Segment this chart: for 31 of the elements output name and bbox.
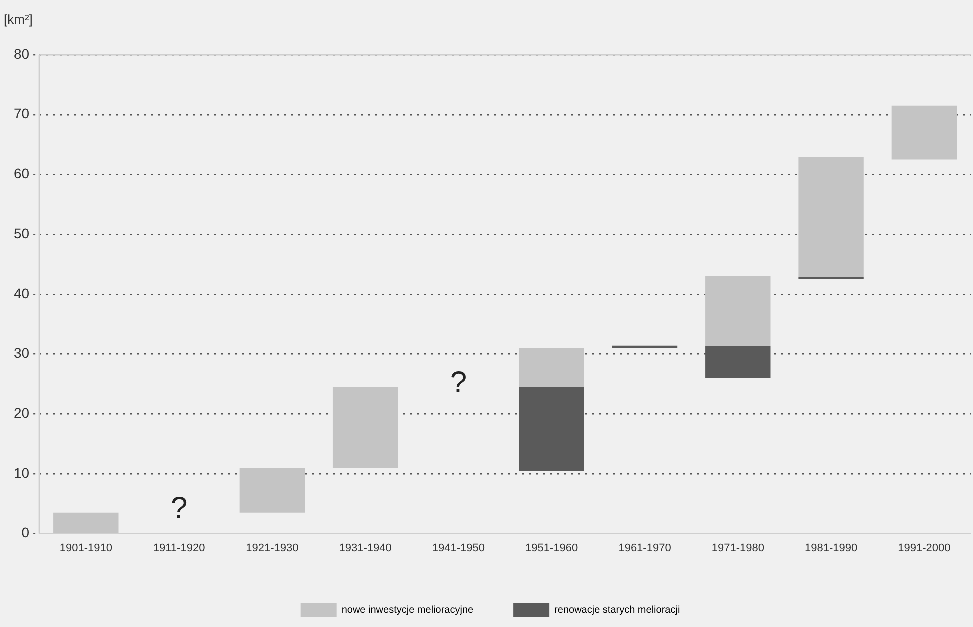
y-tick-label: 20 [14,404,30,421]
x-tick-label: 1991-2000 [898,542,951,554]
legend-label: nowe inwestycje melioracyjne [342,604,474,616]
y-tick-label: 0 [22,524,30,541]
y-tick-label: 40 [14,285,30,302]
bar [798,157,864,278]
bar [612,346,678,348]
y-tick-label: 10 [14,464,30,481]
x-tick-label: 1941-1950 [432,542,486,554]
x-tick-label: 1961-1970 [618,542,672,554]
bar [332,387,398,468]
x-tick-label: 1981-1990 [804,542,858,554]
x-tick-label: 1911-1920 [153,542,206,554]
y-axis-title: [km²] [4,12,33,27]
annotation: ? [170,492,188,526]
x-tick-label: 1951-1960 [526,542,578,554]
x-tick-label: 1971-1980 [712,542,764,554]
annotation: ? [450,366,468,400]
x-tick-label: 1901-1910 [60,542,112,554]
y-tick-label: 60 [14,166,30,182]
x-tick-label: 1931-1940 [339,542,392,554]
y-tick-label: 30 [14,345,30,362]
legend-label: renowacje starych melioracji [554,604,680,616]
y-tick-label: 70 [14,106,30,122]
y-tick-label: 80 [14,46,30,62]
y-tick-label: 50 [14,225,30,242]
bar [519,348,584,388]
bar [240,468,306,513]
bar [706,276,771,346]
bar [892,106,958,160]
x-tick-label: 1921-1930 [246,542,299,554]
